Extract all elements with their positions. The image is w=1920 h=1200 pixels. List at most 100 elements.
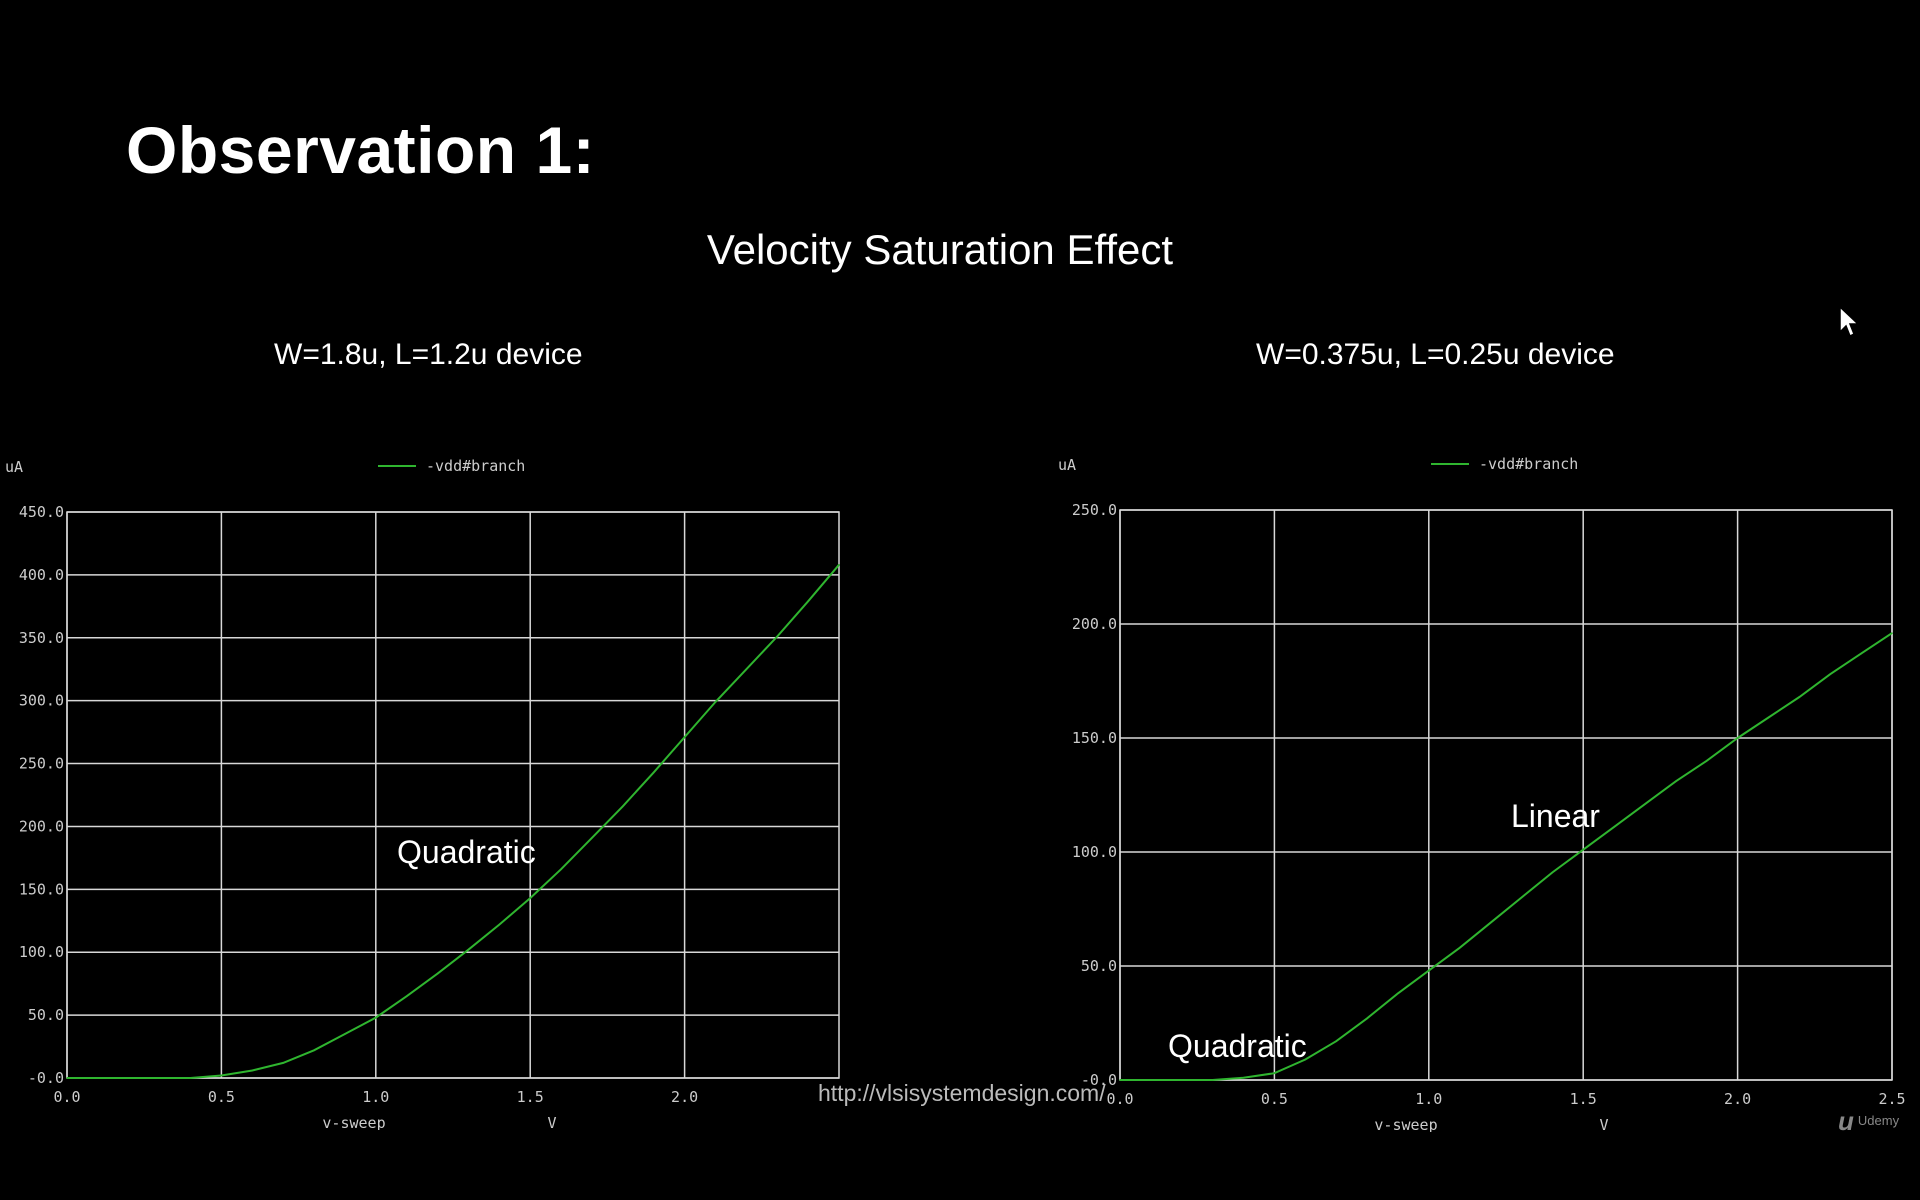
left-chart: -0.0 50.0 100.0 150.0 200.0 250.0 300.0 350.0 40… [5, 457, 840, 1130]
plot-frame [1119, 509, 1893, 1081]
x-axis-label: v-sweep [322, 1114, 385, 1130]
data-point [1335, 1040, 1337, 1043]
series-line [67, 564, 840, 1079]
data-point [220, 1074, 223, 1077]
data-point [1366, 1017, 1368, 1020]
x-axis-label: v-sweep [1374, 1116, 1437, 1132]
data-point [1520, 896, 1523, 899]
data-point [1211, 1079, 1214, 1081]
x-tick-label: 1.0 [362, 1088, 389, 1106]
data-point [1891, 632, 1893, 634]
right-chart: -0.0 50.0 100.0 150.0 200.0 250.0 0.0 0.5 1.0 1.5… [1058, 455, 1906, 1132]
y-tick-label: 400.0 [19, 566, 64, 584]
data-point [66, 1077, 68, 1079]
data-point [683, 736, 686, 738]
y-tick-label: 100.0 [19, 943, 64, 961]
right-quadratic-annotation: Quadratic [1168, 1028, 1307, 1064]
y-tick-label: 200.0 [1072, 615, 1117, 633]
x-tick-label: 0.5 [208, 1088, 235, 1106]
y-unit-label: uA [5, 458, 23, 476]
data-point [1798, 696, 1801, 698]
data-point [1613, 826, 1615, 828]
data-point [1829, 673, 1832, 675]
y-tick-label: 150.0 [19, 880, 64, 898]
data-point [1860, 652, 1862, 655]
x-tick-label: 1.5 [1570, 1090, 1597, 1108]
data-point [591, 836, 593, 839]
udemy-mark-icon: u [1838, 1106, 1854, 1136]
data-point [1551, 871, 1554, 874]
right-chart-title: W=0.375u, L=0.25u device [1256, 338, 1615, 371]
data-point [1644, 803, 1646, 805]
data-point [622, 805, 624, 808]
series-line [1120, 632, 1893, 1081]
data-point [1705, 760, 1708, 762]
y-tick-label: -0.0 [1081, 1071, 1117, 1089]
y-tick-label: -0.0 [28, 1069, 64, 1087]
y-tick-label: 450.0 [19, 503, 64, 521]
x-tick-label: 2.5 [1878, 1090, 1905, 1108]
data-point [282, 1062, 284, 1064]
slide-title: Observation 1: [126, 113, 596, 187]
legend-label: -vdd#branch [1479, 455, 1578, 473]
udemy-wordmark: Udemy [1857, 1112, 1900, 1128]
data-point [1458, 946, 1461, 949]
data-point [714, 701, 717, 703]
data-point [1489, 921, 1492, 924]
data-point [529, 897, 531, 899]
source-url[interactable]: http://vlsisystemdesign.com/ [818, 1080, 1106, 1106]
data-point [1428, 969, 1430, 972]
legend-label: -vdd#branch [426, 457, 525, 475]
data-point [560, 868, 562, 871]
right-linear-annotation: Linear [1511, 798, 1600, 834]
data-point [1273, 1072, 1276, 1074]
y-tick-label: 150.0 [1072, 729, 1117, 747]
left-chart-title: W=1.8u, L=1.2u device [274, 338, 583, 371]
y-tick-label: 50.0 [28, 1006, 64, 1024]
x-unit-label: V [1599, 1116, 1608, 1132]
y-tick-label: 300.0 [19, 692, 64, 710]
data-point [344, 1033, 346, 1035]
data-point [405, 995, 408, 998]
data-point [1736, 737, 1739, 739]
slide-subtitle: Velocity Saturation Effect [706, 226, 1174, 273]
data-point [498, 923, 501, 926]
data-point [1119, 1079, 1121, 1081]
data-point [1582, 848, 1584, 851]
data-point [807, 600, 809, 603]
x-tick-label: 2.0 [1724, 1090, 1751, 1108]
data-point [375, 1016, 377, 1019]
data-point [1304, 1058, 1307, 1061]
data-point [1675, 780, 1677, 783]
y-tick-label: 50.0 [1081, 957, 1117, 975]
x-tick-label: 1.5 [517, 1088, 544, 1106]
data-point [436, 972, 439, 975]
data-point [313, 1049, 315, 1052]
data-point [467, 948, 470, 951]
data-point [251, 1069, 254, 1072]
x-tick-label: 0.0 [53, 1088, 80, 1106]
plot-frame [66, 511, 840, 1079]
data-point [189, 1077, 192, 1079]
data-point [1767, 716, 1770, 719]
x-tick-label: 0.0 [1106, 1090, 1133, 1108]
data-point [745, 668, 748, 671]
x-unit-label: V [547, 1114, 556, 1130]
data-point [776, 635, 779, 638]
data-point [1397, 992, 1399, 995]
left-quadratic-annotation: Quadratic [397, 834, 536, 870]
y-unit-label: uA [1058, 456, 1076, 474]
udemy-logo: u Udemy [1838, 1106, 1899, 1137]
x-tick-label: 2.0 [671, 1088, 698, 1106]
y-tick-label: 350.0 [19, 629, 64, 647]
y-tick-label: 200.0 [19, 817, 64, 835]
data-point [838, 564, 840, 566]
data-point [1242, 1076, 1245, 1079]
x-tick-label: 0.5 [1261, 1090, 1288, 1108]
data-point [652, 771, 655, 774]
y-tick-label: 250.0 [19, 755, 64, 773]
mouse-cursor-icon [1839, 306, 1860, 338]
y-tick-label: 250.0 [1072, 501, 1117, 519]
y-tick-label: 100.0 [1072, 843, 1117, 861]
x-tick-label: 1.0 [1415, 1090, 1442, 1108]
